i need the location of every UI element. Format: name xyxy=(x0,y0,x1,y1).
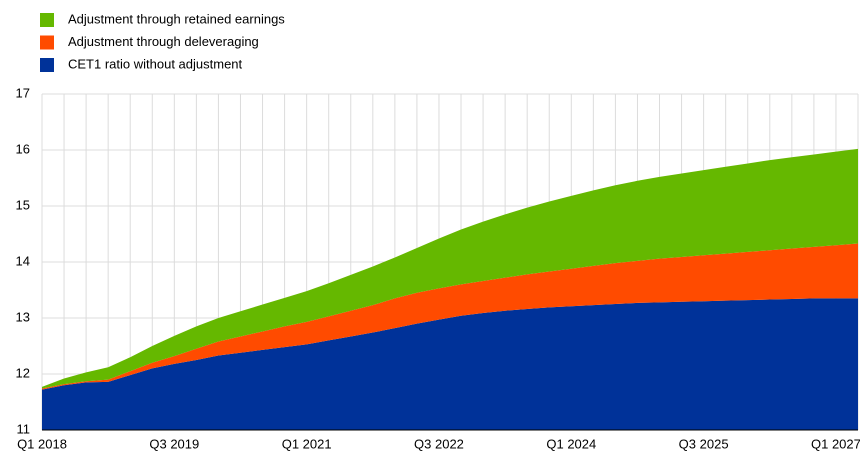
y-tick-label: 14 xyxy=(16,253,30,268)
y-tick-label: 15 xyxy=(16,197,30,212)
x-tick-label: Q1 2024 xyxy=(546,436,596,451)
y-tick-label: 12 xyxy=(16,365,30,380)
y-tick-label: 17 xyxy=(16,85,30,100)
x-tick-label: Q1 2027 xyxy=(811,436,860,451)
legend-label: Adjustment through deleveraging xyxy=(68,34,259,49)
x-tick-label: Q3 2022 xyxy=(414,436,464,451)
x-tick-label: Q1 2018 xyxy=(17,436,67,451)
legend-swatch xyxy=(40,13,54,27)
area xyxy=(42,298,858,430)
x-tick-label: Q3 2019 xyxy=(149,436,199,451)
y-tick-label: 16 xyxy=(16,141,30,156)
legend-label: CET1 ratio without adjustment xyxy=(68,56,243,71)
legend-label: Adjustment through retained earnings xyxy=(68,11,285,26)
y-tick-label: 11 xyxy=(17,421,31,436)
legend-swatch xyxy=(40,35,54,50)
x-tick-label: Q3 2025 xyxy=(679,436,729,451)
area xyxy=(42,148,858,389)
y-tick-label: 13 xyxy=(16,309,30,324)
area xyxy=(42,243,858,390)
x-tick-label: Q1 2021 xyxy=(282,436,332,451)
legend-swatch xyxy=(40,58,54,72)
